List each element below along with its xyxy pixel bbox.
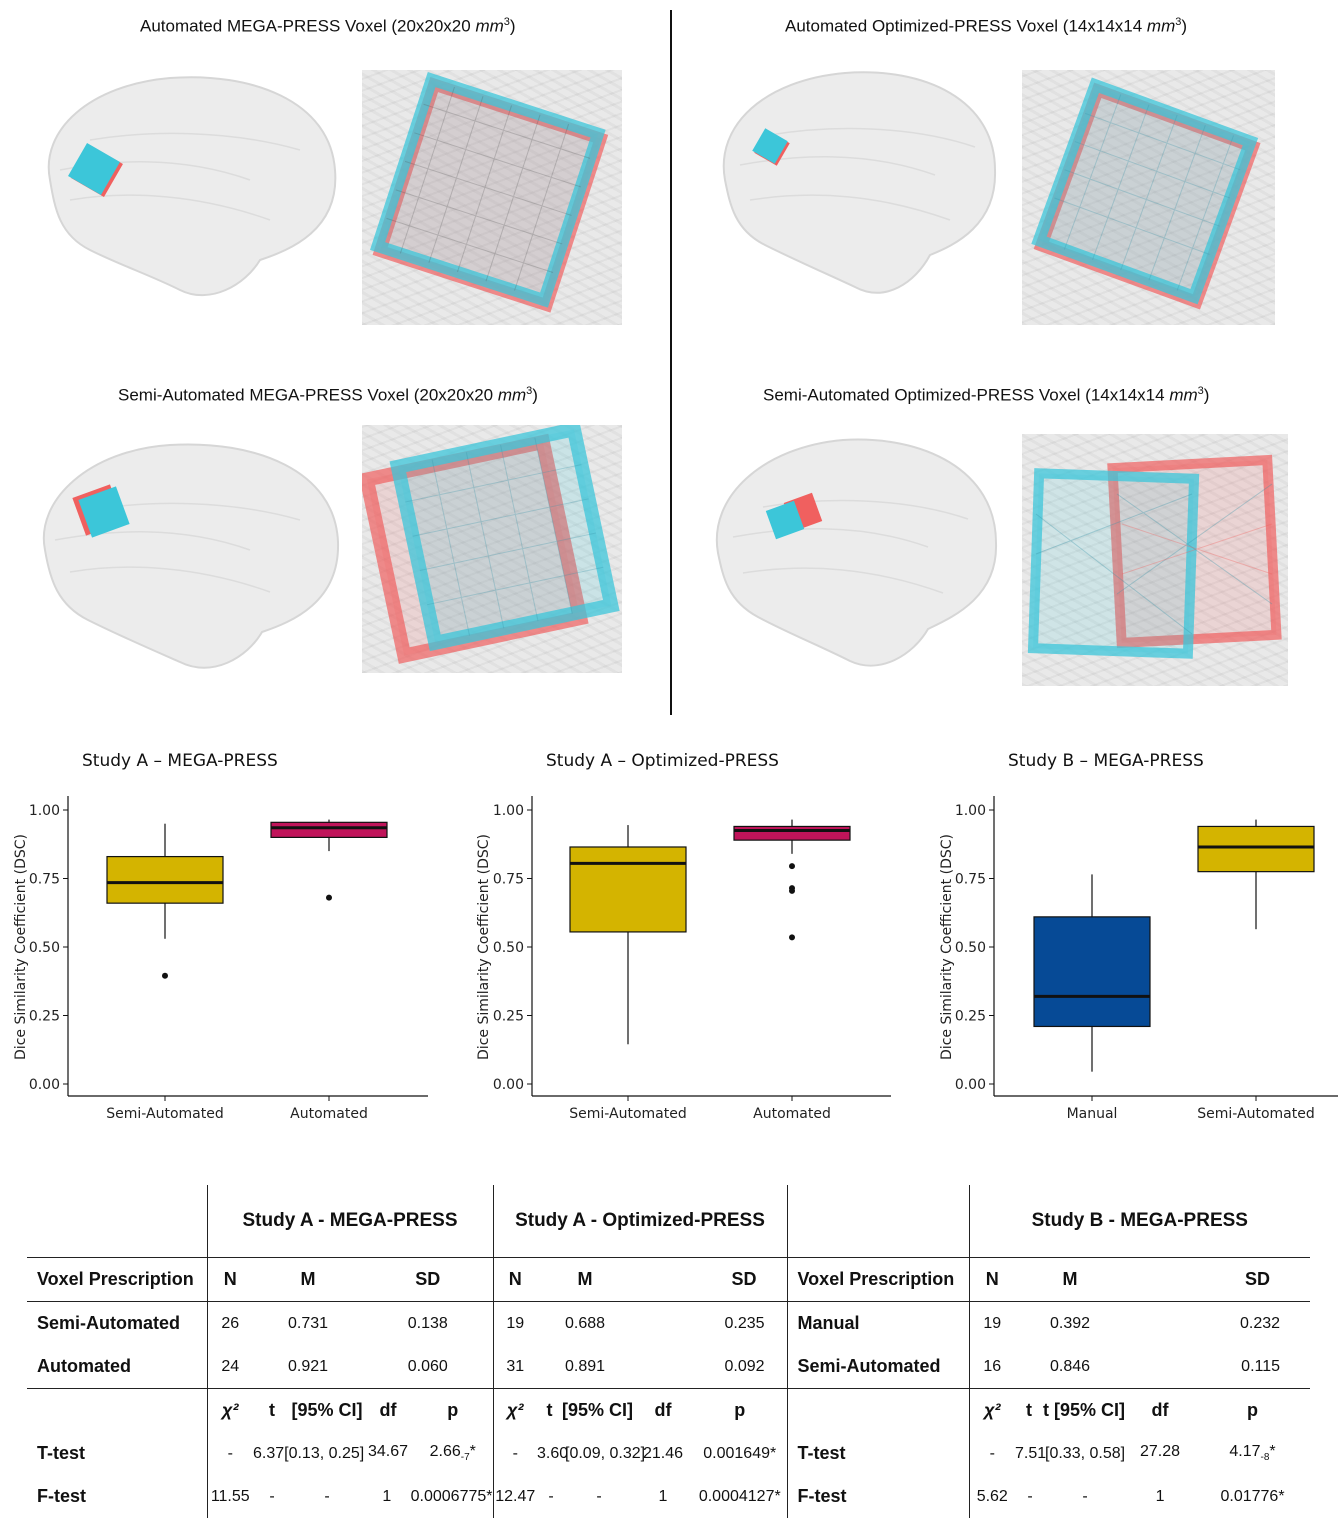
y-tick-label: 1.00 <box>493 803 524 819</box>
outlier-point <box>789 934 795 941</box>
box <box>106 855 224 904</box>
x-tick-label: Automated <box>753 1106 831 1122</box>
y-tick-label: 0.00 <box>29 1077 60 1093</box>
voxel-optimized-semi-icon <box>765 492 823 540</box>
table-row: Automated 24 0.921 0.060 31 0.891 0.092 … <box>27 1345 1310 1389</box>
y-tick-label: 1.00 <box>955 803 986 819</box>
voxel-mega-auto-icon <box>68 143 123 197</box>
voxel-optimized-auto-icon <box>752 128 790 166</box>
group-study-b-mega: Study B - MEGA-PRESS <box>968 1185 1311 1258</box>
brain-render-automated-optimized <box>715 55 1005 305</box>
box <box>1197 825 1315 873</box>
panel-title-semi-optimized: Semi-Automated Optimized-PRESS Voxel (14… <box>763 385 1210 405</box>
x-tick-label: Manual <box>1067 1106 1118 1122</box>
boxplot-study-a-mega: 0.00 0.25 0.50 0.75 1.00 Dice Similarity Coef… <box>0 790 440 1145</box>
y-tick-label: 1.00 <box>29 803 60 819</box>
voxel-closeup-semi-optimized <box>1022 434 1288 686</box>
panel-title-semi-mega: Semi-Automated MEGA-PRESS Voxel (20x20x2… <box>118 385 538 405</box>
outlier-point <box>789 863 795 870</box>
box <box>1033 916 1151 1028</box>
y-tick-label: 0.50 <box>493 940 524 956</box>
x-tick-label: Automated <box>290 1106 368 1122</box>
y-tick-label: 0.00 <box>955 1077 986 1093</box>
y-tick-label: 0.75 <box>493 872 524 888</box>
group-study-a-optimized: Study A - Optimized-PRESS <box>492 1185 788 1258</box>
panel-title-automated-optimized: Automated Optimized-PRESS Voxel (14x14x1… <box>785 16 1188 36</box>
chart-title-study-a-mega: Study A – MEGA-PRESS <box>82 751 278 771</box>
voxel-closeup-automated-mega <box>362 70 622 325</box>
y-axis-label: Dice Similarity Coefficient (DSC) <box>939 834 955 1060</box>
voxel-closeup-automated-optimized <box>1022 70 1275 325</box>
panel-title-automated-mega: Automated MEGA-PRESS Voxel (20x20x20 mm3… <box>140 16 516 36</box>
brain-render-semi-mega <box>30 430 350 680</box>
brain-render-automated-mega <box>30 60 350 310</box>
brain-render-semi-optimized <box>708 425 1003 680</box>
outlier-point <box>162 972 168 979</box>
y-tick-label: 0.25 <box>493 1009 524 1025</box>
statistics-table: Study A - MEGA-PRESS Study A - Optimized… <box>27 1185 1311 1518</box>
table-column-header: Voxel Prescription N M SD N M SD Voxel P… <box>27 1257 1311 1302</box>
voxel-closeup-semi-mega <box>362 425 622 673</box>
x-tick-label: Semi-Automated <box>569 1106 686 1122</box>
x-tick-label: Semi-Automated <box>1197 1106 1314 1122</box>
box <box>733 825 851 841</box>
panel-divider <box>670 10 672 715</box>
y-tick-label: 0.25 <box>955 1009 986 1025</box>
table-row-ttest: T-test - 6.37 [0.13, 0.25] 34.67 2.66-7* -… <box>27 1432 1310 1475</box>
x-tick-label: Semi-Automated <box>106 1106 223 1122</box>
chart-title-study-a-optimized: Study A – Optimized-PRESS <box>546 751 779 771</box>
y-tick-label: 0.00 <box>493 1077 524 1093</box>
table-row-ftest: F-test 11.55 -- 1 0.0006775* 12.47 -- 1 0.… <box>27 1475 1310 1518</box>
chart-title-study-b-mega: Study B – MEGA-PRESS <box>1008 751 1204 771</box>
y-tick-label: 0.75 <box>955 872 986 888</box>
table-group-header: Study A - MEGA-PRESS Study A - Optimized… <box>27 1185 1311 1258</box>
voxel-mega-semi-icon <box>72 484 130 538</box>
table-row: Semi-Automated 26 0.731 0.138 19 0.688 0… <box>27 1301 1311 1345</box>
boxplot-study-a-optimized: 0.00 0.25 0.50 0.75 1.00 Dice Similarity Coef… <box>463 790 903 1145</box>
outlier-point <box>326 894 332 901</box>
boxplot-study-b-mega: 0.00 0.25 0.50 0.75 1.00 Dice Similarity Coef… <box>926 790 1344 1145</box>
outlier-point <box>789 887 795 894</box>
y-tick-label: 0.25 <box>29 1009 60 1025</box>
y-tick-label: 0.50 <box>955 940 986 956</box>
y-tick-label: 0.50 <box>29 940 60 956</box>
y-axis-label: Dice Similarity Coefficient (DSC) <box>476 834 492 1060</box>
box <box>270 821 388 838</box>
box <box>569 846 687 933</box>
group-study-a-mega: Study A - MEGA-PRESS <box>206 1185 493 1258</box>
y-tick-label: 0.75 <box>29 872 60 888</box>
y-axis-label: Dice Similarity Coefficient (DSC) <box>13 834 29 1060</box>
